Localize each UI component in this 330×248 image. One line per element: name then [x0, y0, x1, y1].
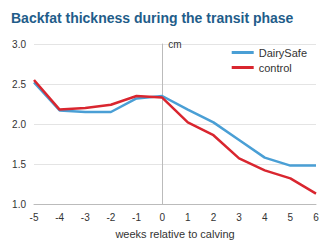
- svg-text:5: 5: [288, 212, 294, 223]
- svg-text:1.5: 1.5: [12, 159, 26, 170]
- svg-text:2.5: 2.5: [12, 79, 26, 90]
- svg-text:2.0: 2.0: [12, 119, 26, 130]
- svg-text:weeks relative to calving: weeks relative to calving: [114, 228, 234, 240]
- svg-text:6: 6: [313, 212, 319, 223]
- svg-text:control: control: [259, 62, 292, 74]
- svg-text:0: 0: [159, 212, 165, 223]
- svg-text:DairySafe: DairySafe: [259, 47, 307, 59]
- svg-text:1.0: 1.0: [12, 199, 26, 210]
- svg-text:1: 1: [185, 212, 191, 223]
- svg-text:-1: -1: [132, 212, 141, 223]
- svg-text:cm: cm: [168, 39, 181, 50]
- svg-text:-5: -5: [30, 212, 39, 223]
- svg-text:-2: -2: [106, 212, 115, 223]
- svg-text:-4: -4: [55, 212, 64, 223]
- svg-text:2: 2: [211, 212, 217, 223]
- svg-text:3.0: 3.0: [12, 39, 26, 50]
- svg-text:4: 4: [262, 212, 268, 223]
- svg-text:-3: -3: [81, 212, 90, 223]
- svg-text:3: 3: [236, 212, 242, 223]
- svg-text:Backfat thickness during the t: Backfat thickness during the transit pha…: [11, 10, 294, 26]
